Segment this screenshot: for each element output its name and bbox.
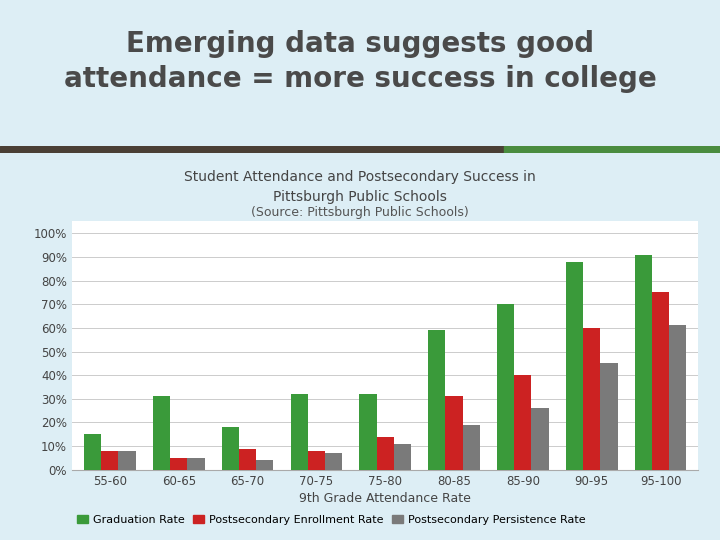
Bar [377,437,394,470]
Bar [635,254,652,470]
Bar [170,458,187,470]
Bar [291,394,307,470]
Text: Emerging data suggests good
attendance = more success in college: Emerging data suggests good attendance =… [63,30,657,92]
Bar [0,146,504,153]
Bar [463,425,480,470]
Legend: Graduation Rate, Postsecondary Enrollment Rate, Postsecondary Persistence Rate: Graduation Rate, Postsecondary Enrollmen… [73,510,590,529]
Bar [394,444,411,470]
Bar [669,326,686,470]
Bar [514,375,531,470]
Bar [359,394,377,470]
Bar [583,328,600,470]
Bar [84,434,102,470]
Bar [446,396,463,470]
Bar [325,453,342,470]
Bar [187,458,204,470]
Text: Student Attendance and Postsecondary Success in
Pittsburgh Public Schools: Student Attendance and Postsecondary Suc… [184,170,536,204]
Bar [102,451,119,470]
X-axis label: 9th Grade Attendance Rate: 9th Grade Attendance Rate [300,492,471,505]
Bar [497,304,514,470]
Bar [119,451,135,470]
Bar [307,451,325,470]
Bar [566,261,583,470]
Bar [428,330,446,470]
Bar [239,449,256,470]
Bar [256,460,274,470]
Bar [153,396,170,470]
Bar [222,427,239,470]
Bar [504,146,720,153]
Bar [652,292,669,470]
Bar [600,363,618,470]
Text: (Source: Pittsburgh Public Schools): (Source: Pittsburgh Public Schools) [251,206,469,219]
Bar [531,408,549,470]
